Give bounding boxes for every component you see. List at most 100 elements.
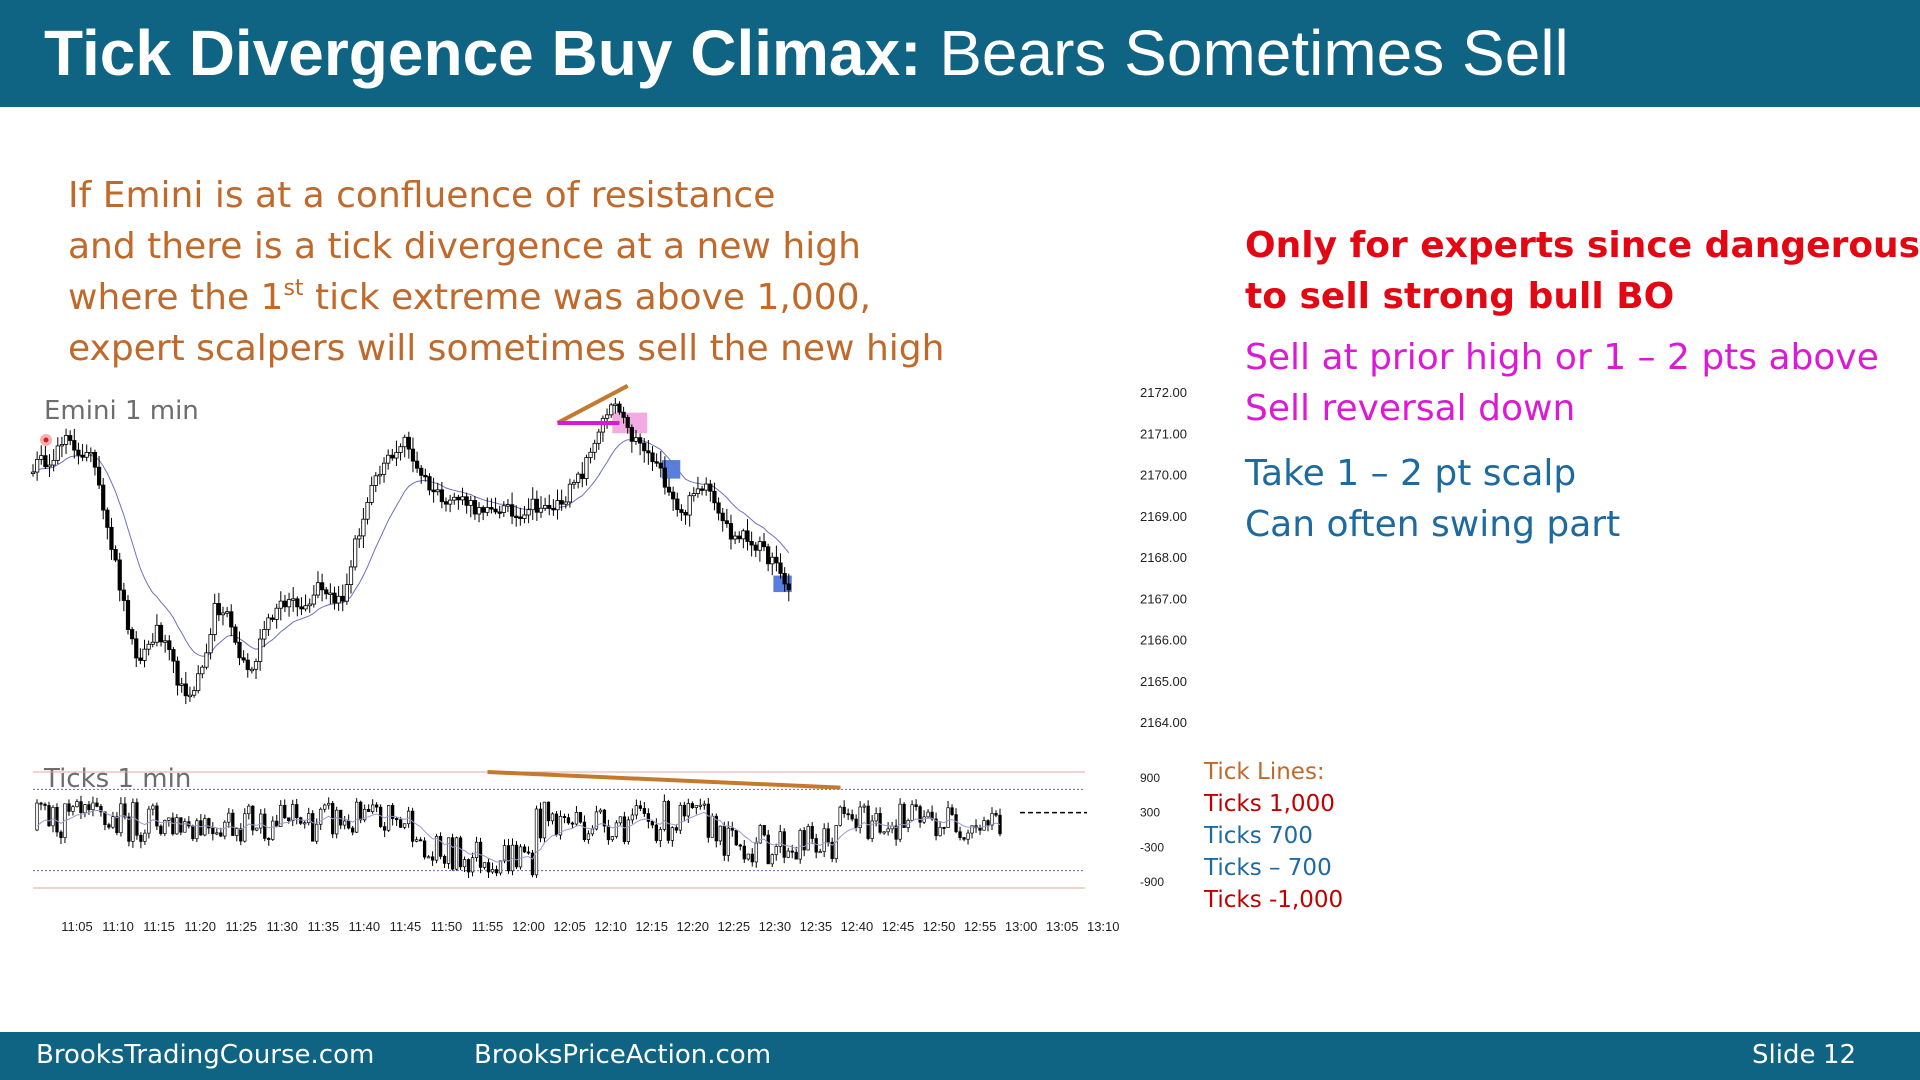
title-bar: Tick Divergence Buy Climax: Bears Someti…	[0, 0, 1920, 107]
footer-link-brooks-trading-course[interactable]: BrooksTradingCourse.com	[36, 1040, 375, 1070]
tick-bull-candle	[343, 820, 347, 826]
tick-bear-candle	[646, 813, 651, 822]
tick-bear-candle	[199, 820, 203, 836]
slide-title: Tick Divergence Buy Climax: Bears Someti…	[44, 16, 1569, 90]
tick-bear-candle	[930, 811, 934, 820]
x-axis-time-label: 11:20	[184, 919, 216, 934]
tick-bear-candle	[139, 834, 143, 842]
tick-bear-candle	[606, 825, 611, 841]
bull-candle	[596, 431, 601, 444]
tick-bear-candle	[506, 845, 511, 872]
tick-bull-candle	[862, 805, 866, 808]
tick-bear-candle	[123, 803, 127, 818]
x-axis-time-label: 11:15	[143, 919, 175, 934]
take-line: Can often swing part	[1245, 504, 1621, 545]
bull-candle	[63, 435, 69, 445]
x-axis-time-label: 12:00	[512, 919, 545, 934]
footer-link-brooks-price-action[interactable]: BrooksPriceAction.com	[474, 1040, 772, 1070]
y-axis-tick-label: 2165.00	[1140, 674, 1187, 689]
bull-candle	[600, 417, 606, 433]
bear-candle	[43, 455, 48, 468]
tick-bear-candle	[378, 806, 383, 827]
bear-candle	[778, 562, 783, 574]
tick-bull-candle	[822, 828, 826, 852]
tick-bull-candle	[371, 804, 375, 812]
tick-bull-candle	[518, 846, 523, 868]
tick-bear-candle	[159, 825, 163, 834]
bear-candle	[489, 507, 494, 510]
x-axis-time-label: 12:05	[553, 919, 586, 934]
tick-lines-heading: Tick Lines:	[1204, 759, 1325, 785]
tick-bear-candle	[135, 802, 139, 836]
tick-bear-candle	[526, 851, 531, 854]
tick-line-item: Ticks 700	[1204, 823, 1313, 849]
y-axis-tick-label: 2172.00	[1140, 385, 1187, 400]
x-axis-time-label: 11:40	[349, 919, 381, 934]
bear-candle	[414, 460, 420, 469]
bear-candle	[233, 626, 238, 643]
tick-bull-candle	[858, 806, 862, 829]
bull-candle	[336, 595, 341, 604]
tick-y-axis-label: 900	[1140, 771, 1160, 785]
tick-bull-candle	[702, 803, 706, 806]
bear-candle	[237, 641, 242, 659]
bear-candle	[671, 491, 676, 500]
tick-bear-candle	[622, 816, 627, 842]
tick-bear-candle	[422, 840, 427, 858]
x-axis-time-label: 12:55	[964, 919, 997, 934]
tick-bear-candle	[79, 801, 83, 813]
bear-candle	[456, 496, 461, 501]
bull-candle	[733, 535, 738, 540]
bull-candle	[191, 690, 197, 696]
tick-bull-candle	[818, 851, 822, 854]
x-axis-time-label: 11:25	[225, 919, 257, 934]
tick-bear-candle	[394, 818, 399, 821]
bear-candle	[534, 498, 539, 513]
bull-candle	[146, 643, 151, 650]
tick-bull-candle	[746, 853, 750, 860]
bull-candle	[303, 605, 308, 610]
bull-candle	[249, 668, 254, 672]
tick-bear-candle	[59, 831, 63, 838]
bear-candle	[299, 606, 304, 610]
tick-bear-candle	[918, 806, 922, 823]
bear-candle	[683, 512, 688, 516]
tick-bull-candle	[167, 817, 171, 821]
tick-bear-candle	[43, 803, 47, 806]
bull-candle	[315, 582, 321, 596]
x-axis-time-label: 13:00	[1005, 919, 1038, 934]
bear-candle	[493, 508, 498, 513]
tick-bear-candle	[347, 820, 351, 829]
tick-bull-candle	[758, 825, 762, 844]
bear-candle	[431, 489, 436, 493]
tick-bear-candle	[734, 829, 738, 846]
bear-candle	[753, 544, 758, 551]
bull-candle	[588, 451, 593, 459]
tick-bear-candle	[311, 813, 315, 842]
x-axis-time-label: 12:45	[882, 919, 915, 934]
bull-candle	[373, 475, 378, 486]
bull-candle	[704, 483, 709, 491]
tick-bear-candle	[267, 838, 271, 840]
tick-bull-candle	[834, 824, 838, 859]
tick-bear-candle	[942, 826, 946, 829]
bear-candle	[654, 461, 659, 464]
tick-bear-candle	[998, 814, 1002, 835]
y-axis-tick-label: 2171.00	[1140, 426, 1187, 441]
tick-bear-candle	[55, 806, 59, 833]
y-axis-tick-label: 2168.00	[1140, 550, 1187, 565]
bear-candle	[745, 530, 750, 542]
bear-candle	[472, 500, 478, 515]
tick-bear-candle	[934, 818, 938, 837]
tick-bull-candle	[71, 806, 75, 812]
bull-candle	[253, 660, 259, 670]
bear-candle	[646, 450, 651, 454]
bear-candle	[662, 467, 667, 488]
tick-bull-candle	[426, 856, 431, 859]
tick-bear-candle	[650, 821, 655, 826]
bear-candle	[712, 490, 717, 504]
tick-bear-candle	[382, 826, 387, 831]
bull-candle	[142, 648, 147, 661]
tick-bull-candle	[754, 842, 758, 863]
tick-chart-label: Ticks 1 min	[44, 764, 192, 794]
